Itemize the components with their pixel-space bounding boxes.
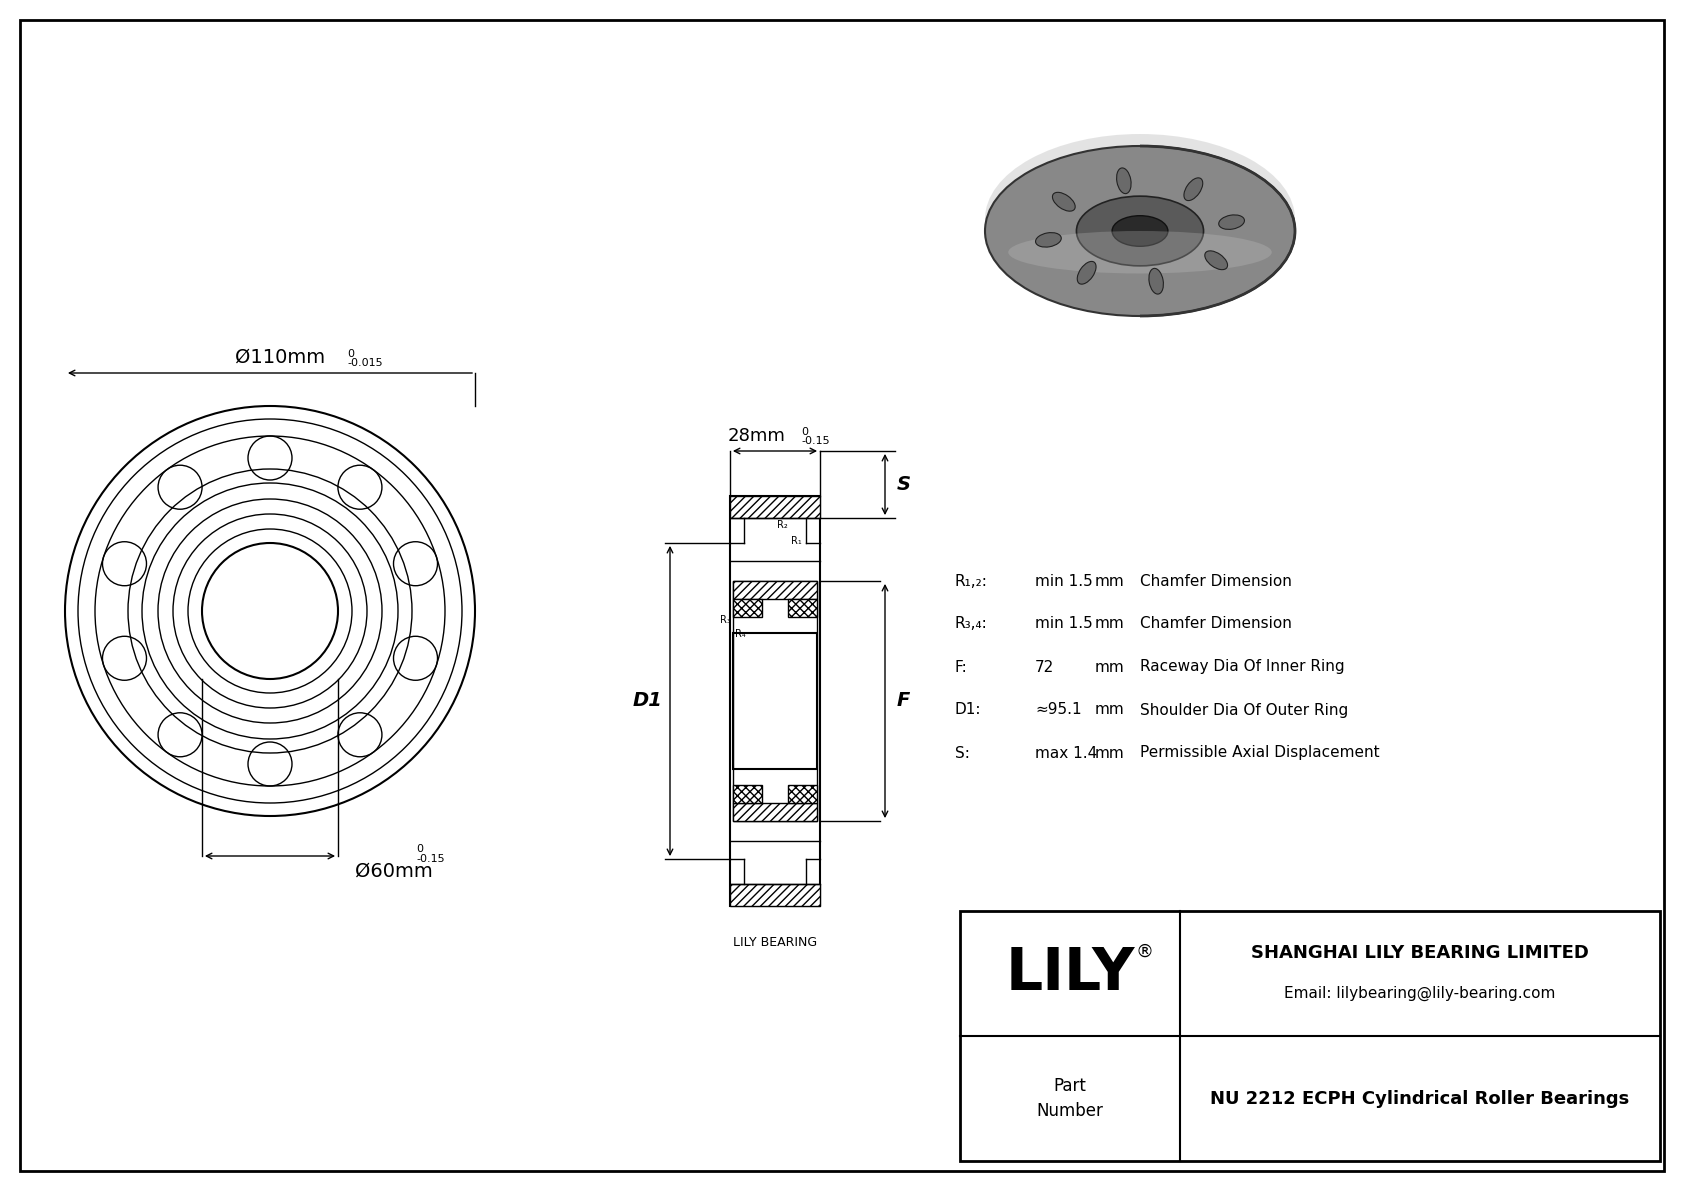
Text: Ø60mm: Ø60mm	[355, 862, 433, 881]
Text: S: S	[898, 475, 911, 494]
Ellipse shape	[1009, 231, 1271, 274]
Text: ≈95.1: ≈95.1	[1036, 703, 1081, 717]
Bar	[733, 581, 817, 599]
Text: LILY: LILY	[1005, 944, 1135, 1002]
Text: min 1.5: min 1.5	[1036, 617, 1093, 631]
Text: Permissible Axial Displacement: Permissible Axial Displacement	[1140, 746, 1379, 761]
Bar	[733, 803, 817, 821]
Text: mm: mm	[1095, 746, 1125, 761]
Text: 28mm: 28mm	[727, 428, 786, 445]
Bar	[729, 884, 820, 906]
Text: -0.15: -0.15	[416, 854, 445, 863]
Text: R₁: R₁	[791, 536, 802, 545]
Text: SHANGHAI LILY BEARING LIMITED: SHANGHAI LILY BEARING LIMITED	[1251, 944, 1590, 962]
Text: Chamfer Dimension: Chamfer Dimension	[1140, 617, 1292, 631]
Ellipse shape	[985, 146, 1295, 316]
Bar	[733, 599, 763, 617]
Text: Chamfer Dimension: Chamfer Dimension	[1140, 574, 1292, 588]
Text: R₃,₄:: R₃,₄:	[955, 617, 989, 631]
Bar	[733, 785, 763, 803]
Bar	[733, 632, 817, 769]
Text: 0: 0	[416, 844, 423, 854]
Ellipse shape	[1052, 192, 1074, 211]
Text: -0.015: -0.015	[347, 358, 382, 368]
Ellipse shape	[1148, 268, 1164, 294]
Text: Shoulder Dia Of Outer Ring: Shoulder Dia Of Outer Ring	[1140, 703, 1349, 717]
Ellipse shape	[1204, 251, 1228, 269]
Text: D1: D1	[632, 692, 662, 711]
Text: Raceway Dia Of Inner Ring: Raceway Dia Of Inner Ring	[1140, 660, 1344, 674]
Text: mm: mm	[1095, 703, 1125, 717]
Text: 0: 0	[802, 428, 808, 437]
Text: F:: F:	[955, 660, 968, 674]
Text: mm: mm	[1095, 617, 1125, 631]
Ellipse shape	[1219, 214, 1244, 230]
Text: R₂: R₂	[776, 520, 788, 530]
Text: NU 2212 ECPH Cylindrical Roller Bearings: NU 2212 ECPH Cylindrical Roller Bearings	[1211, 1090, 1630, 1108]
Text: F: F	[898, 692, 911, 711]
Text: mm: mm	[1095, 574, 1125, 588]
Text: S:: S:	[955, 746, 970, 761]
Bar	[729, 495, 820, 518]
Text: max 1.4: max 1.4	[1036, 746, 1098, 761]
Bar	[733, 581, 817, 821]
Ellipse shape	[985, 135, 1295, 304]
Text: min 1.5: min 1.5	[1036, 574, 1093, 588]
Ellipse shape	[1111, 216, 1169, 247]
Text: -0.15: -0.15	[802, 436, 830, 445]
Text: R₄: R₄	[734, 629, 746, 640]
Text: 0: 0	[347, 349, 354, 358]
Text: R₁,₂:: R₁,₂:	[955, 574, 989, 588]
Ellipse shape	[1078, 261, 1096, 285]
Text: mm: mm	[1095, 660, 1125, 674]
Ellipse shape	[1036, 232, 1061, 247]
Text: ®: ®	[1137, 942, 1154, 960]
Text: D1:: D1:	[955, 703, 982, 717]
Bar	[788, 599, 817, 617]
Ellipse shape	[1184, 177, 1202, 200]
Text: 72: 72	[1036, 660, 1054, 674]
Ellipse shape	[1116, 168, 1132, 194]
Bar	[960, 911, 1660, 1161]
Text: Email: lilybearing@lily-bearing.com: Email: lilybearing@lily-bearing.com	[1285, 986, 1556, 1002]
Text: LILY BEARING: LILY BEARING	[733, 936, 817, 949]
Bar	[729, 495, 820, 906]
Bar	[788, 785, 817, 803]
Text: Ø110mm: Ø110mm	[236, 348, 325, 367]
Ellipse shape	[1076, 197, 1204, 266]
Text: Part
Number: Part Number	[1037, 1077, 1103, 1120]
Text: R₃: R₃	[721, 615, 731, 625]
